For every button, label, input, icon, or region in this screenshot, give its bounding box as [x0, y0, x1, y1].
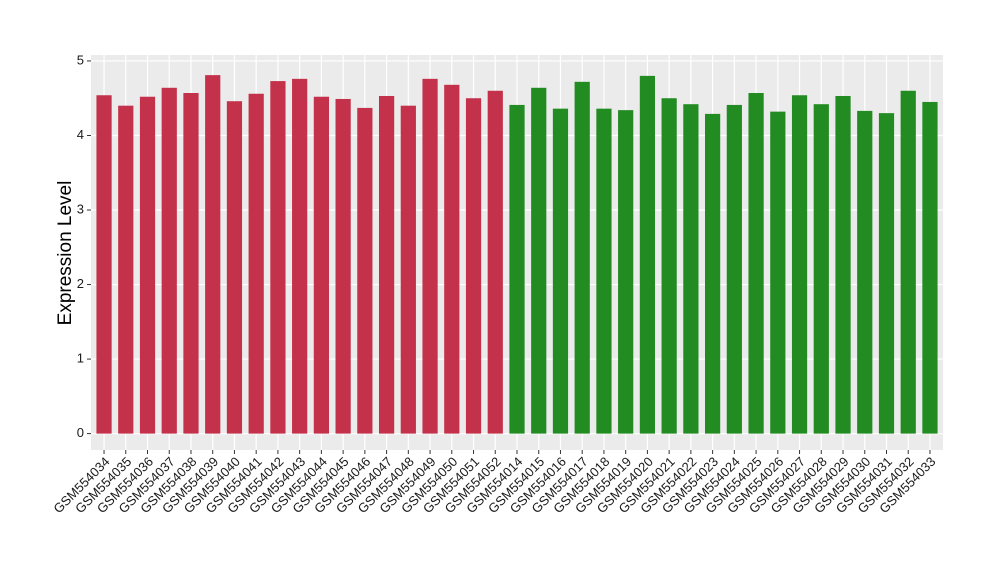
bar [487, 90, 503, 434]
bar [465, 98, 482, 434]
y-tick-label: 5 [77, 52, 84, 67]
y-tick-label: 3 [77, 201, 84, 216]
bar [878, 113, 895, 434]
bar [726, 104, 742, 434]
bar [96, 95, 112, 434]
bar [444, 84, 460, 434]
bar [683, 104, 699, 434]
bar [748, 93, 764, 434]
y-tick-label: 1 [77, 351, 84, 366]
bar [835, 95, 851, 434]
bar [639, 75, 656, 434]
bar [270, 81, 286, 434]
bar [618, 110, 634, 434]
bar [378, 95, 395, 434]
bar [857, 110, 873, 434]
bar [813, 104, 829, 434]
bar [552, 108, 569, 434]
y-tick-label: 4 [77, 127, 84, 142]
bar [248, 93, 264, 434]
bar [574, 81, 590, 434]
bar [183, 93, 199, 434]
bar [509, 104, 525, 434]
bar [357, 107, 373, 434]
bar [226, 101, 243, 434]
y-axis-title: Expression Level [55, 181, 76, 326]
bar [161, 87, 177, 434]
bar [922, 101, 938, 434]
bar [422, 78, 438, 434]
bar [531, 87, 547, 434]
bar [770, 111, 786, 434]
bar [900, 90, 916, 434]
bar [118, 105, 134, 434]
bar [596, 108, 612, 434]
bar [139, 96, 156, 434]
bar [313, 96, 329, 434]
bar [292, 78, 308, 434]
y-tick-label: 0 [77, 425, 84, 440]
y-tick-label: 2 [77, 276, 84, 291]
bar [400, 105, 416, 434]
bar [335, 98, 351, 434]
bar [661, 98, 677, 434]
bar [205, 75, 221, 434]
bar [791, 95, 808, 434]
bar [705, 113, 721, 434]
